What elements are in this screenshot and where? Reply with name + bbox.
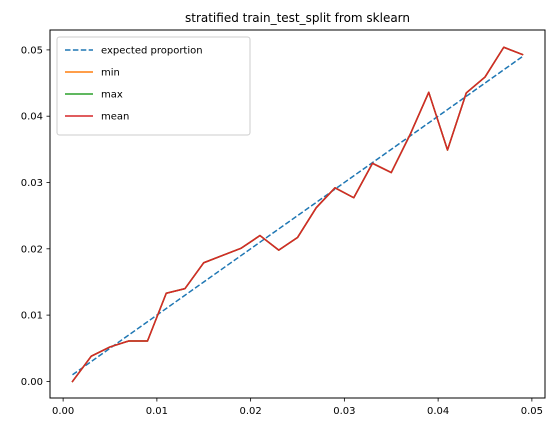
y-tick-label: 0.02 — [21, 244, 43, 255]
chart-title: stratified train_test_split from sklearn — [185, 11, 410, 25]
legend-label: min — [101, 68, 120, 79]
series-lines — [71, 46, 524, 383]
series-line-expected-proportion — [72, 55, 523, 376]
legend-label: max — [101, 90, 123, 101]
y-tick-label: 0.00 — [21, 377, 43, 388]
legend-box — [56, 36, 251, 136]
legend-label: expected proportion — [101, 46, 203, 57]
legend: expected proportion min max mean — [56, 36, 251, 136]
x-tick-label: 0.05 — [521, 406, 543, 417]
x-tick-label: 0.02 — [239, 406, 261, 417]
y-tick-label: 0.04 — [21, 112, 43, 123]
legend-label: mean — [101, 112, 129, 123]
x-tick-label: 0.01 — [146, 406, 168, 417]
series-line-mean — [71, 46, 524, 383]
y-tick-label: 0.03 — [21, 178, 43, 189]
x-tick-label: 0.00 — [52, 406, 74, 417]
y-tick-label: 0.05 — [21, 45, 43, 56]
x-tick-label: 0.04 — [427, 406, 449, 417]
axes-ticks: 0.00 0.01 0.02 0.03 0.04 0.05 0.00 0.01 0.02 0.03… — [21, 45, 543, 417]
y-tick-label: 0.01 — [21, 311, 43, 322]
x-tick-label: 0.03 — [333, 406, 355, 417]
